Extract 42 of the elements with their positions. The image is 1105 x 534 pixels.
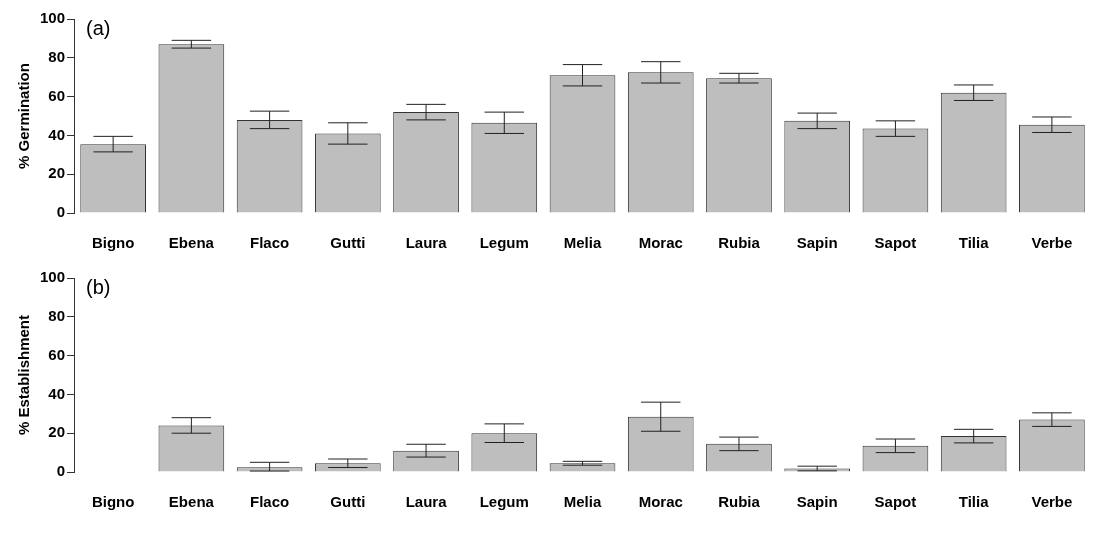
x-tick-label: Morac <box>638 493 683 511</box>
x-tick-label: Ebena <box>168 234 215 252</box>
x-tick-label: Sapin <box>796 234 838 252</box>
y-tick-label: 0 <box>56 462 66 480</box>
y-axis-title: % Establishment <box>15 314 33 436</box>
y-tick-label: 60 <box>48 86 66 104</box>
x-tick-label: Sapin <box>796 493 838 511</box>
x-tick-label: Verbe <box>1031 234 1073 252</box>
x-tick-label: Gutti <box>330 234 366 252</box>
y-axis-title: % Germination <box>15 63 33 169</box>
y-tick-label: 0 <box>56 203 66 221</box>
x-tick-label: Bigno <box>91 234 135 252</box>
y-tick-label: 20 <box>48 164 66 182</box>
x-tick-label: Legum <box>479 234 529 252</box>
x-tick-label: Rubia <box>718 234 761 252</box>
x-tick-label: Legum <box>479 493 529 511</box>
y-tick-label: 80 <box>48 306 66 324</box>
y-tick-label: 60 <box>48 345 66 363</box>
x-tick-label: Melia <box>563 493 602 511</box>
x-tick-label: Morac <box>638 234 683 252</box>
y-tick-label: 100 <box>40 9 66 27</box>
x-tick-label: Tilia <box>958 493 990 511</box>
x-tick-label: Ebena <box>168 493 215 511</box>
y-tick-label: 100 <box>40 268 66 286</box>
y-tick-label: 80 <box>48 47 66 65</box>
x-tick-label: Laura <box>405 234 448 252</box>
x-tick-label: Sapot <box>874 234 917 252</box>
x-tick-label: Flaco <box>250 493 290 511</box>
x-tick-label: Laura <box>405 493 448 511</box>
annotation: (b) <box>86 275 111 298</box>
x-tick-label: Gutti <box>330 493 366 511</box>
y-tick-label: 20 <box>48 423 66 441</box>
x-tick-label: Bigno <box>91 493 135 511</box>
x-tick-label: Rubia <box>718 493 761 511</box>
x-tick-label: Verbe <box>1031 493 1073 511</box>
x-tick-label: Sapot <box>874 493 917 511</box>
x-tick-label: Tilia <box>958 234 990 252</box>
y-tick-label: 40 <box>48 125 66 143</box>
x-tick-label: Flaco <box>250 234 290 252</box>
annotation: (a) <box>86 16 111 39</box>
x-tick-label: Melia <box>563 234 602 252</box>
y-tick-label: 40 <box>48 384 66 402</box>
